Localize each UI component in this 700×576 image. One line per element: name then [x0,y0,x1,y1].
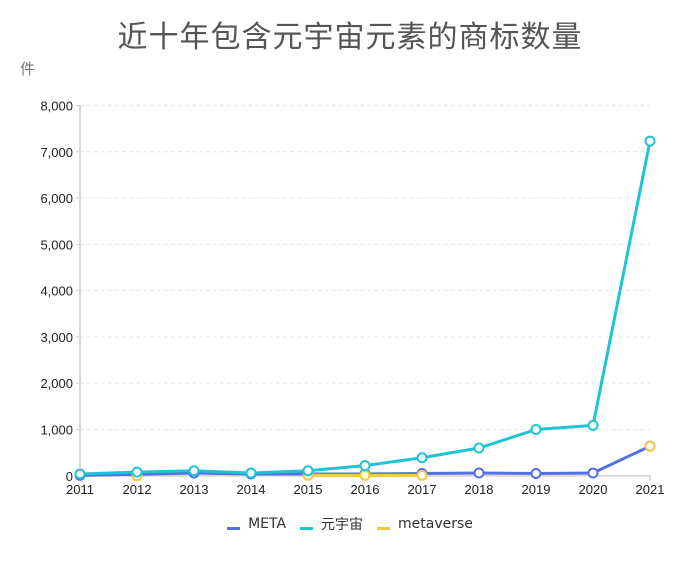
y-tick-label: 5,000 [40,237,73,252]
y-tick-label: 0 [66,469,73,484]
data-point[interactable] [359,460,371,472]
data-point[interactable] [644,135,656,147]
data-point[interactable] [530,467,542,479]
data-point[interactable] [644,440,656,452]
legend-item[interactable]: metaverse [377,516,473,532]
y-tick-label: 8,000 [40,99,73,114]
x-tick-label: 2014 [237,482,266,497]
y-tick-label: 6,000 [40,191,73,206]
data-point[interactable] [416,469,428,481]
data-point[interactable] [587,419,599,431]
x-tick-label: 2020 [579,482,608,497]
data-point[interactable] [245,467,257,479]
data-point[interactable] [530,424,542,436]
y-tick-label: 3,000 [40,330,73,345]
y-tick-label: 1,000 [40,423,73,438]
legend-swatch-icon [227,526,241,530]
x-tick-label: 2018 [465,482,494,497]
x-tick-label: 2019 [522,482,551,497]
legend-label: 元宇宙 [321,517,364,533]
data-point[interactable] [188,465,200,477]
data-point[interactable] [416,452,428,464]
x-tick-label: 2011 [66,482,94,497]
x-tick-label: 2016 [351,482,380,497]
legend-label: META [248,516,287,532]
x-tick-label: 2017 [408,482,437,497]
legend-swatch-icon [300,526,314,530]
data-point[interactable] [74,468,86,480]
data-point[interactable] [473,442,485,454]
legend-item[interactable]: META [227,516,286,532]
legend-label: metaverse [398,516,473,532]
y-tick-label: 2,000 [40,376,73,391]
data-point[interactable] [302,465,314,477]
chart-title: 近十年包含元宇宙元素的商标数量 [117,20,583,55]
data-point[interactable] [359,469,371,481]
x-tick-label: 2013 [180,482,209,497]
series-line [79,140,652,476]
y-axis-unit-label: 件 [20,60,36,78]
x-tick-label: 2021 [636,482,665,497]
data-point[interactable] [131,466,143,478]
data-point[interactable] [473,467,485,479]
y-tick-label: 7,000 [40,145,73,160]
x-tick-label: 2012 [123,482,152,497]
legend-item[interactable]: 元宇宙 [300,514,363,534]
x-tick-label: 2015 [294,482,323,497]
legend-swatch-icon [377,526,391,530]
y-tick-label: 4,000 [40,284,73,299]
legend: META 元宇宙 metaverse [0,514,700,534]
series-元宇宙 [74,135,656,480]
data-point[interactable] [587,467,599,479]
